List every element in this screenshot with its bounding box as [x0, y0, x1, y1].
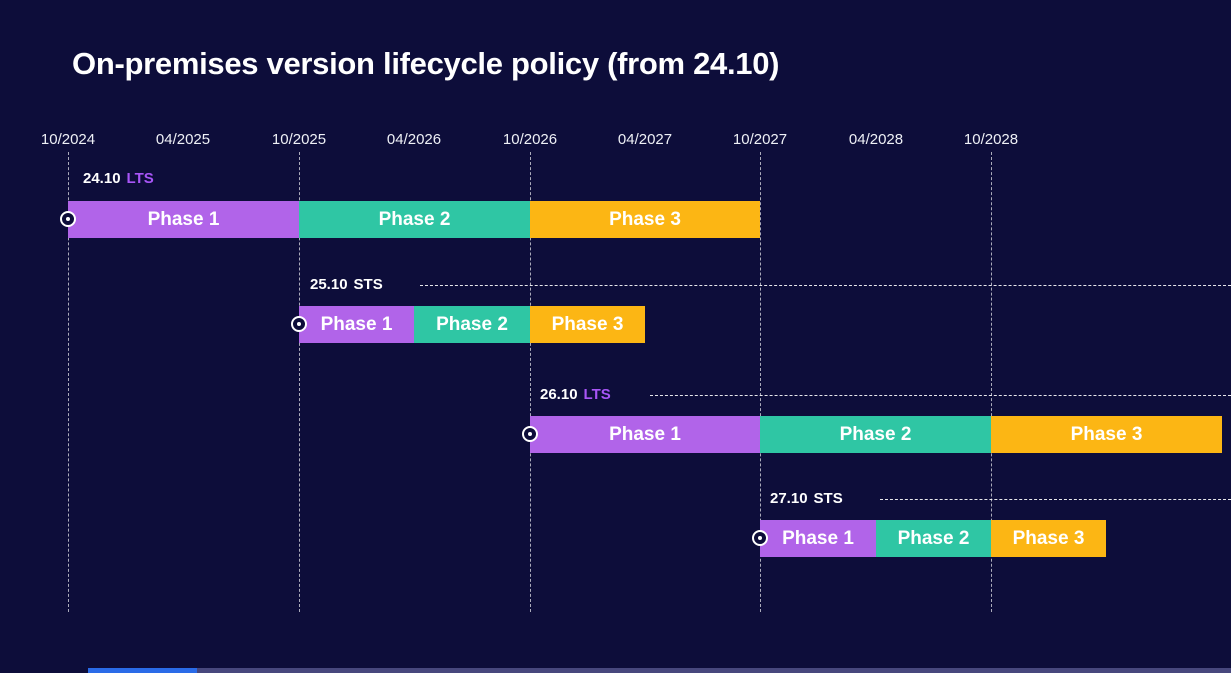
release-label: 24.10 LTS [83, 170, 154, 187]
phase-bar: Phase 2 [876, 520, 991, 557]
release-start-marker-icon [522, 426, 538, 442]
release-name: 26.10 [540, 386, 578, 403]
phase-bar: Phase 2 [299, 201, 530, 238]
axis-tick: 10/2028 [963, 131, 1019, 148]
release-tag: STS [353, 276, 383, 293]
release-tag: LTS [126, 170, 154, 187]
phase-bar: Phase 3 [530, 306, 645, 343]
phase-bar: Phase 1 [760, 520, 876, 557]
phase-bar: Phase 3 [991, 520, 1106, 557]
release-start-marker-icon [60, 211, 76, 227]
phase-bar: Phase 3 [991, 416, 1222, 453]
release-name: 25.10 [310, 276, 348, 293]
phase-bar: Phase 1 [530, 416, 760, 453]
gridline-10-2025 [299, 152, 300, 612]
phase-bar: Phase 1 [68, 201, 299, 238]
gridline-10-2024 [68, 152, 69, 612]
release-guide-line [880, 499, 1231, 500]
axis-tick: 10/2026 [502, 131, 558, 148]
release-name: 27.10 [770, 490, 808, 507]
axis-tick: 04/2025 [155, 131, 211, 148]
release-name: 24.10 [83, 170, 121, 187]
axis-tick: 10/2027 [732, 131, 788, 148]
phase-bar: Phase 3 [530, 201, 760, 238]
gridline-10-2027 [760, 152, 761, 612]
release-label: 25.10 STS [310, 276, 383, 293]
release-start-marker-icon [752, 530, 768, 546]
release-tag: STS [813, 490, 843, 507]
phase-bar: Phase 2 [414, 306, 530, 343]
release-guide-line [420, 285, 1231, 286]
release-label: 26.10 LTS [540, 386, 611, 403]
phase-bar: Phase 2 [760, 416, 991, 453]
page-title: On-premises version lifecycle policy (fr… [72, 46, 780, 81]
axis-tick: 10/2025 [271, 131, 327, 148]
axis-tick: 10/2024 [40, 131, 96, 148]
release-start-marker-icon [291, 316, 307, 332]
release-tag: LTS [583, 386, 611, 403]
bottom-stripe-blue-segment [88, 668, 197, 673]
phase-bar: Phase 1 [299, 306, 414, 343]
axis-tick: 04/2028 [848, 131, 904, 148]
axis-tick: 04/2026 [386, 131, 442, 148]
gridline-10-2026 [530, 152, 531, 612]
release-label: 27.10 STS [770, 490, 843, 507]
release-guide-line [650, 395, 1231, 396]
gridline-10-2028 [991, 152, 992, 612]
axis-tick: 04/2027 [617, 131, 673, 148]
bottom-stripe [0, 668, 1231, 673]
bottom-stripe-slate-segment [197, 668, 1231, 673]
